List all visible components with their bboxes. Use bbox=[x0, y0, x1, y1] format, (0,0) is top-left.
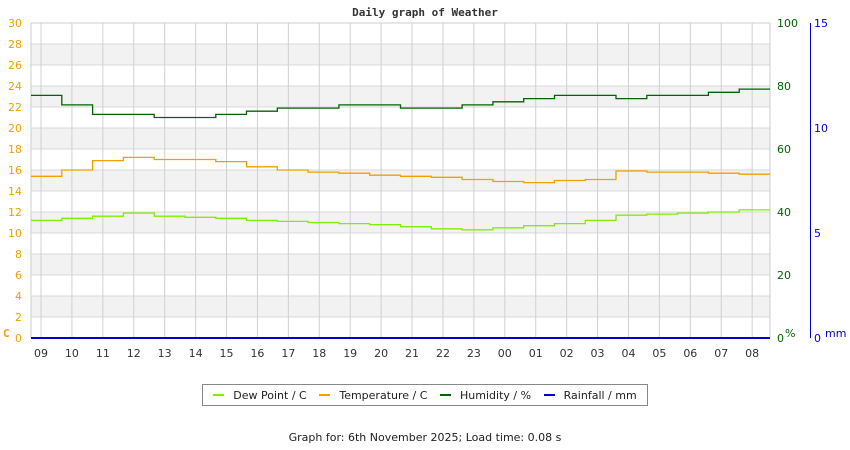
legend-label: Rainfall / mm bbox=[563, 388, 637, 402]
x-tick-label: 08 bbox=[745, 347, 759, 360]
x-tick-label: 01 bbox=[529, 347, 543, 360]
grid-band bbox=[31, 296, 770, 317]
x-tick-label: 22 bbox=[436, 347, 450, 360]
x-tick-label: 04 bbox=[621, 347, 635, 360]
y-tick-label-left: 30 bbox=[8, 17, 22, 30]
dew-point-swatch-icon bbox=[213, 394, 225, 396]
grid-band bbox=[31, 170, 770, 191]
y-tick-label-left: 4 bbox=[15, 290, 22, 303]
temperature-swatch-icon bbox=[319, 394, 331, 396]
x-tick-label: 00 bbox=[498, 347, 512, 360]
chart-plot-area: 09 10 11 12 13 14 15 16 17 18 19 20 21 22 23 00 01 02 03 04… bbox=[3, 17, 846, 360]
graph-footer: Graph for: 6th November 2025; Load time:… bbox=[288, 431, 562, 444]
y-tick-label-humidity: 0 bbox=[777, 332, 784, 345]
x-tick-label: 13 bbox=[158, 347, 172, 360]
x-tick-label: 11 bbox=[96, 347, 110, 360]
legend-item-humidity: Humidity / % bbox=[440, 389, 531, 402]
y-tick-label-left: 8 bbox=[15, 248, 22, 261]
x-tick-label: 02 bbox=[560, 347, 574, 360]
legend-label: Temperature / C bbox=[339, 388, 428, 402]
y-tick-label-left: 6 bbox=[15, 269, 22, 282]
y-tick-label-left: 22 bbox=[8, 101, 22, 114]
y-axis-unit-humidity: % bbox=[785, 327, 795, 340]
grid-band bbox=[31, 128, 770, 149]
y-tick-label-humidity: 20 bbox=[777, 269, 791, 282]
y-tick-label-rain: 0 bbox=[814, 332, 821, 345]
humidity-swatch-icon bbox=[440, 394, 452, 396]
y-tick-label-left: 20 bbox=[8, 122, 22, 135]
legend-item-dew-point: Dew Point / C bbox=[213, 388, 307, 402]
y-tick-label-rain: 15 bbox=[814, 17, 828, 30]
y-tick-label-left: 14 bbox=[8, 185, 22, 198]
chart-legend: Dew Point / C Temperature / C Humidity /… bbox=[202, 384, 648, 406]
y-tick-label-humidity: 100 bbox=[777, 17, 798, 30]
grid-band bbox=[31, 86, 770, 107]
x-tick-label: 07 bbox=[714, 347, 728, 360]
x-tick-label: 16 bbox=[250, 347, 264, 360]
y-tick-label-humidity: 60 bbox=[777, 143, 791, 156]
legend-label: Humidity / % bbox=[460, 388, 532, 402]
legend-label: Dew Point / C bbox=[233, 388, 307, 402]
x-tick-label: 12 bbox=[127, 347, 141, 360]
x-tick-label: 10 bbox=[65, 347, 79, 360]
x-tick-label: 21 bbox=[405, 347, 419, 360]
x-tick-label: 19 bbox=[343, 347, 357, 360]
y-tick-label-left: 24 bbox=[8, 80, 22, 93]
dew-point-series-line bbox=[31, 209, 770, 231]
y-tick-label-rain: 10 bbox=[814, 122, 828, 135]
y-tick-label-left: 2 bbox=[15, 311, 22, 324]
x-tick-label: 14 bbox=[189, 347, 203, 360]
y-axis-unit-left: C bbox=[3, 327, 10, 340]
x-tick-label: 06 bbox=[683, 347, 697, 360]
y-tick-label-rain: 5 bbox=[814, 227, 821, 240]
y-tick-label-humidity: 40 bbox=[777, 206, 791, 219]
grid-band bbox=[31, 254, 770, 275]
y-tick-label-left: 10 bbox=[8, 227, 22, 240]
y-tick-label-left: 28 bbox=[8, 38, 22, 51]
x-tick-label: 18 bbox=[312, 347, 326, 360]
x-tick-label: 23 bbox=[467, 347, 481, 360]
x-tick-label: 17 bbox=[281, 347, 295, 360]
y-axis-unit-rain: mm bbox=[825, 327, 846, 340]
x-tick-label: 09 bbox=[34, 347, 48, 360]
chart-title: Daily graph of Weather bbox=[352, 6, 498, 19]
y-tick-label-left: 12 bbox=[8, 206, 22, 219]
rainfall-swatch-icon bbox=[543, 394, 555, 396]
temperature-series-line bbox=[31, 156, 770, 184]
y-tick-label-left: 0 bbox=[15, 332, 22, 345]
legend-item-rainfall: Rainfall / mm bbox=[543, 388, 637, 402]
y-tick-label-left: 26 bbox=[8, 59, 22, 72]
x-tick-label: 03 bbox=[591, 347, 605, 360]
humidity-series-line bbox=[31, 88, 770, 119]
legend-item-temperature: Temperature / C bbox=[319, 389, 427, 402]
y-tick-label-left: 16 bbox=[8, 164, 22, 177]
grid-band bbox=[31, 44, 770, 65]
x-tick-label: 15 bbox=[220, 347, 234, 360]
y-tick-label-left: 18 bbox=[8, 143, 22, 156]
y-tick-label-humidity: 80 bbox=[777, 80, 791, 93]
x-tick-label: 20 bbox=[374, 347, 388, 360]
x-tick-label: 05 bbox=[652, 347, 666, 360]
